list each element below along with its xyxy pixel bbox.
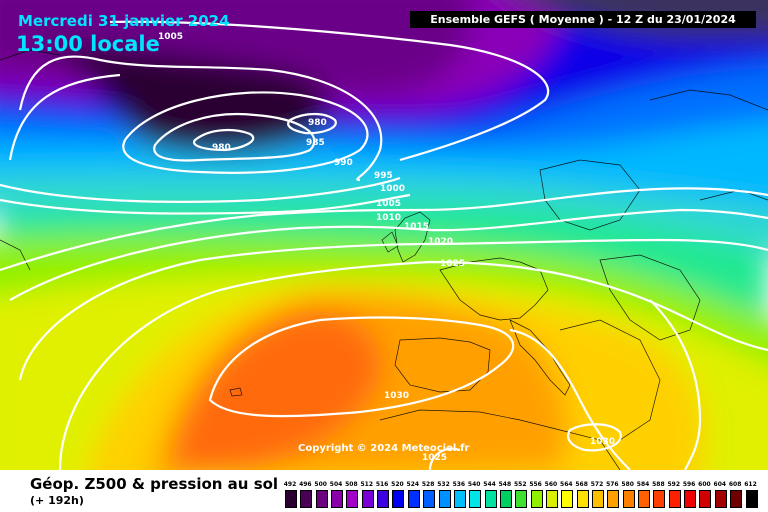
color-scale-label: 548 (498, 481, 512, 488)
color-scale-label: 508 (345, 481, 358, 488)
color-scale-label: 556 (529, 481, 542, 488)
color-scale-label: 524 (406, 481, 420, 488)
color-scale-swatch (346, 490, 359, 508)
isobar-label: 1030 (384, 391, 409, 401)
color-scale-swatch (561, 490, 574, 508)
color-scale-label: 600 (698, 481, 711, 488)
color-scale-swatch (653, 490, 666, 508)
isobars (0, 20, 768, 470)
color-scale-label: 540 (467, 481, 481, 488)
color-scale-swatch (714, 490, 727, 508)
color-scale-label: 528 (421, 481, 435, 488)
color-scale-swatch (576, 490, 589, 508)
color-scale-label: 580 (621, 481, 634, 488)
color-scale-swatch (423, 490, 436, 508)
isobar-label: 1005 (376, 199, 401, 209)
legend-title: Géop. Z500 & pression au sol (30, 475, 279, 493)
color-scale-label: 608 (728, 481, 742, 488)
color-scale-swatch (285, 490, 297, 508)
color-scale-swatch (545, 490, 558, 508)
isobar-label: 1010 (376, 213, 401, 223)
color-scale-swatch (745, 490, 758, 508)
color-scale-label: 512 (360, 481, 374, 488)
color-scale-label: 584 (636, 481, 650, 488)
color-scale-swatch (638, 490, 651, 508)
isobar-label: 980 (212, 143, 231, 153)
color-scale-label: 544 (483, 481, 496, 488)
isobar-label: 1015 (404, 222, 429, 232)
color-scale-swatch (699, 490, 712, 508)
color-scale-swatch (730, 490, 743, 508)
color-scale-label: 604 (713, 481, 727, 488)
color-scale-label: 516 (375, 481, 389, 488)
legend-subtitle: (+ 192h) (30, 494, 84, 507)
color-scale-label: 552 (513, 481, 527, 488)
color-scale-swatch (392, 490, 405, 508)
coastlines (0, 49, 768, 470)
color-scale-swatch (377, 490, 390, 508)
forecast-time: 13:00 locale (16, 32, 160, 56)
isobar-label: 985 (306, 138, 325, 148)
color-scale-label: 496 (299, 481, 312, 488)
color-scale-label: 596 (682, 481, 696, 488)
color-scale-swatch (361, 490, 374, 508)
color-scale-label: 592 (667, 481, 681, 488)
isobar-label: 995 (374, 171, 393, 181)
color-scale-swatch (622, 490, 635, 508)
isobar-label: 1025 (440, 259, 465, 269)
color-scale-label: 560 (544, 481, 558, 488)
color-scale-label: 612 (744, 481, 757, 488)
geopotential-shading (0, 0, 768, 470)
isobar-label: 1000 (380, 184, 405, 194)
color-scale-swatch (668, 490, 681, 508)
color-scale-swatch (684, 490, 697, 508)
model-run-label: Ensemble GEFS ( Moyenne ) - 12 Z du 23/0… (410, 11, 756, 28)
color-scale-swatch (515, 490, 528, 508)
color-scale-swatch (484, 490, 497, 508)
color-scale-label: 492 (283, 481, 297, 488)
color-scale-label: 500 (314, 481, 327, 488)
color-scale-label: 576 (606, 481, 619, 488)
forecast-date: Mercredi 31 janvier 2024 (18, 12, 230, 30)
isobar-label: 1020 (428, 237, 453, 247)
isobar-label: 1030 (590, 437, 615, 447)
color-scale-label: 564 (560, 481, 573, 488)
color-scale-label: 572 (590, 481, 604, 488)
color-scale-label: 536 (452, 481, 466, 488)
color-scale-swatch (499, 490, 512, 508)
color-scale-swatch (300, 490, 313, 508)
copyright: Copyright © 2024 Meteociel.fr (298, 443, 470, 454)
isobar-label: 1025 (422, 453, 447, 463)
isobar-label: 980 (308, 118, 327, 128)
color-scale-label: 532 (437, 481, 450, 488)
color-scale-swatch (592, 490, 604, 508)
color-scale-swatch (469, 490, 482, 508)
isobar-labels: 1005 980 980 985 990 995 1000 1005 1010 … (158, 32, 615, 463)
color-scale-label: 520 (391, 481, 404, 488)
color-scale-swatch (530, 490, 543, 508)
color-scale-label: 588 (652, 481, 665, 488)
color-scale-swatch (438, 490, 451, 508)
color-scale-swatch (331, 490, 344, 508)
color-scale-swatch (315, 490, 328, 508)
color-scale-swatch (407, 490, 420, 508)
isobar-label: 990 (334, 158, 353, 168)
color-scale-swatch (607, 490, 620, 508)
color-scale-swatch (453, 490, 466, 508)
color-scale-label: 568 (575, 481, 588, 488)
weather-map: 1005 980 980 985 990 995 1000 1005 1010 … (0, 0, 768, 470)
color-scale-label: 504 (329, 481, 343, 488)
isobar-label: 1005 (158, 32, 183, 42)
